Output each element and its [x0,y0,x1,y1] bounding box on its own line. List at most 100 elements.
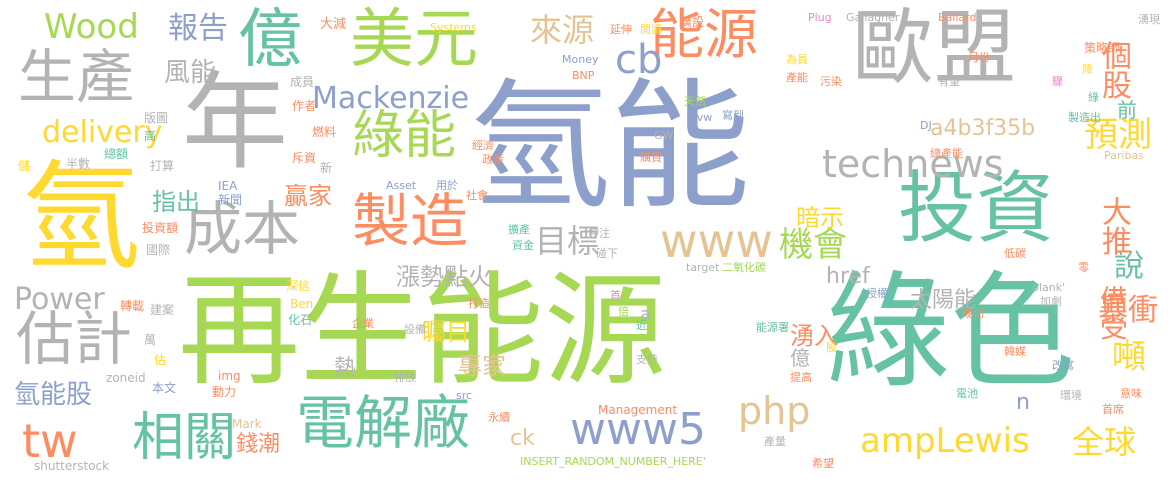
cloud-word: Ben [290,297,314,311]
cloud-word: www [660,214,773,268]
cloud-word: ck [510,426,535,451]
cloud-word: 社會 [466,189,488,202]
cloud-word: 作者 [292,99,317,113]
cloud-word: 預測 [1084,115,1152,155]
cloud-word: 說 [1114,249,1144,284]
cloud-word: 矚目 [422,318,470,346]
cloud-word: 產量 [764,435,786,448]
cloud-word: 大減 [320,17,347,32]
cloud-word: Ballard [938,11,977,24]
cloud-word: target [686,261,720,274]
cloud-word: 成功 [962,307,984,320]
cloud-word: 湧入 [790,322,838,350]
cloud-word: 備受 [1096,285,1129,340]
cloud-word: 國際 [146,243,171,257]
cloud-word: 希望 [812,457,834,470]
cloud-word: 成本 [184,195,301,263]
cloud-word: 能源署 [756,321,789,334]
cloud-word: 噸 [1112,337,1146,377]
cloud-word: 相關 [132,408,237,468]
cloud-word: 新 [320,161,333,175]
cloud-word: 電解廠 [296,389,471,457]
cloud-word: 前 [1117,98,1137,122]
cloud-word: delivery [42,115,163,150]
cloud-word: BNP [572,69,595,82]
cloud-word: 授權 [866,287,888,300]
cloud-word: src [456,389,473,402]
cloud-word: 擴產 [508,223,530,236]
cloud-word: 目標 [535,222,600,260]
cloud-word: 改寫 [1052,359,1074,372]
cloud-word: 指出 [152,188,200,216]
cloud-word: 化石 [288,313,313,327]
cloud-word: 設備 [404,323,426,336]
cloud-word: 二氧化碳 [722,261,766,274]
cloud-word: a [640,304,652,325]
cloud-word: 全球 [1072,423,1137,461]
cloud-word: INSERT_RANDOM_NUMBER_HERE' [520,455,706,468]
cloud-word: 污染 [820,75,842,88]
cloud-word: 總產能 [930,147,963,160]
cloud-word: 機會 [779,225,847,265]
cloud-word: avw [690,111,713,124]
cloud-word: 儲 [18,159,31,173]
cloud-word: 錢潮 [236,432,281,457]
cloud-word: tw [22,414,78,468]
cloud-word: 資金 [512,239,534,252]
cloud-word: Power [14,282,105,317]
cloud-word: 支持 [636,353,658,366]
cloud-word: 億 [238,3,302,77]
cloud-word: 總額 [104,147,129,161]
cloud-word: 斥資 [292,151,317,165]
cloud-word: 熱 [334,356,357,381]
cloud-word: 暗示 [796,204,844,232]
cloud-word: 韓媒 [1004,345,1026,358]
cloud-word: 來源 [530,11,595,49]
cloud-word: zoneid [106,371,146,385]
cloud-word: Mark [232,417,262,431]
cloud-word: 經濟 [472,139,494,152]
cloud-word: 燃料 [312,125,337,139]
cloud-word: Management [598,403,678,417]
cloud-word: 估計 [16,305,133,373]
cloud-word: 閱讀 [640,23,662,36]
cloud-word: technews [822,142,1004,186]
cloud-word: 加劇 [1040,295,1062,308]
cloud-word: Money [562,53,599,66]
cloud-word: 風能 [164,58,217,88]
cloud-word: 電池 [956,387,978,400]
cloud-word: IEA [218,179,238,193]
cloud-word: 首席 [1102,403,1124,416]
cloud-word: 綠 [1088,91,1099,104]
cloud-word: Plug [808,11,832,24]
cloud-word: 暴衝 [1098,293,1158,328]
cloud-word: 打算 [150,159,175,173]
cloud-word: 新聞 [218,193,243,207]
cloud-word: 意味 [1120,387,1142,400]
cloud-word: 天然 [684,95,706,108]
cloud-word: Paribas [1104,149,1144,162]
cloud-word: 企業 [352,317,374,330]
cloud-word: 用於 [436,179,458,192]
cloud-word: 建案 [150,303,175,317]
cloud-word: 寫到 [722,109,744,122]
cloud-word: 零 [1078,261,1089,274]
cloud-word: 首 [610,289,621,302]
cloud-word: 環境 [1060,389,1082,402]
cloud-word: 策略師 [1084,41,1121,55]
cloud-word: Asset [386,179,417,192]
cloud-word: 高 [144,129,157,143]
cloud-word: 綠能 [352,106,457,166]
cloud-word: 氫能 [470,66,751,229]
cloud-word: 報告 [168,11,228,46]
cloud-word: 政策 [482,153,504,166]
cloud-word: 排放 [394,371,416,384]
cloud-word: 倍 [618,305,629,318]
cloud-word: 碰下 [596,247,618,260]
cloud-word: 動力 [212,385,237,399]
cloud-word: 有望 [938,75,960,88]
cloud-word: Mackenzie [312,81,470,116]
cloud-word: www5 [570,404,706,455]
cloud-word: 漲勢點火 [396,263,492,291]
cloud-word: 湧現 [1138,13,1160,26]
